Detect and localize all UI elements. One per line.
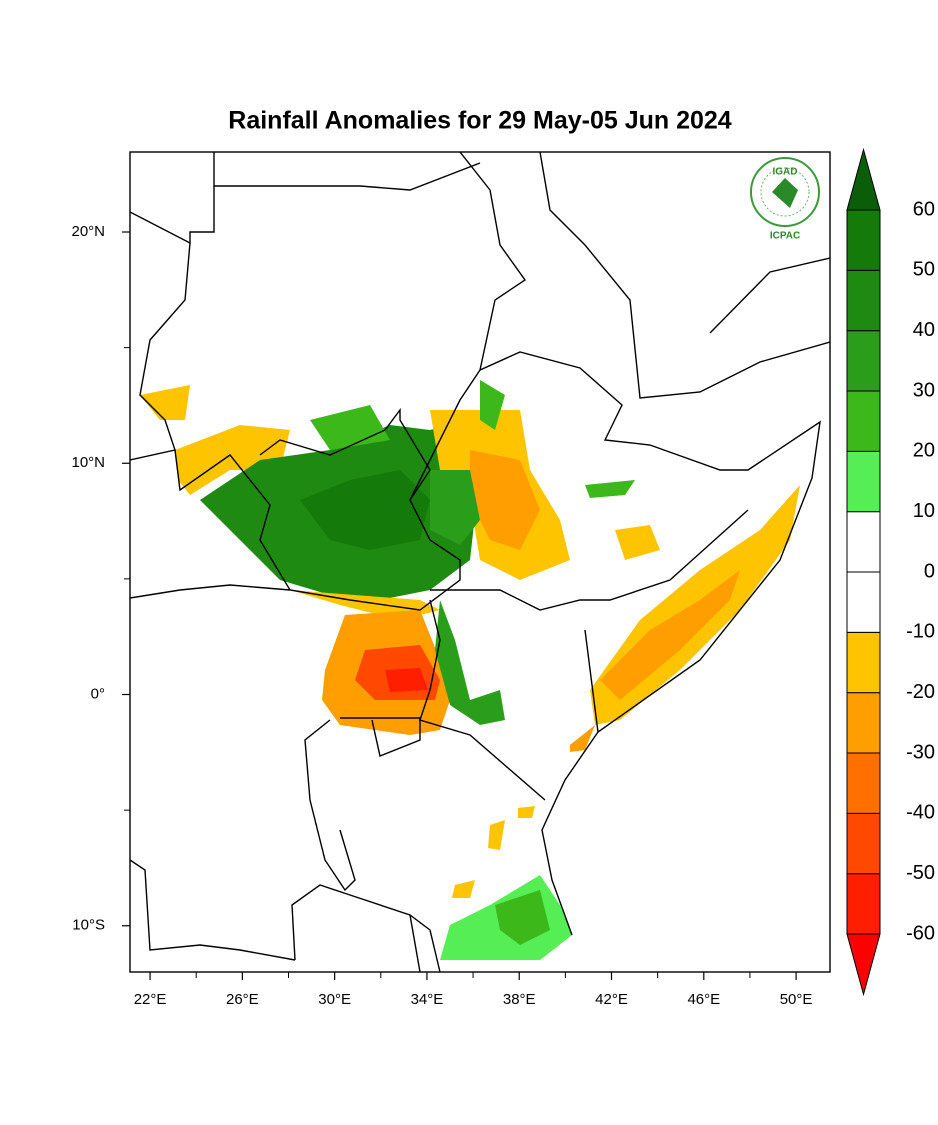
colorbar-bin (846, 812, 881, 875)
colorbar-label: 30 (913, 379, 935, 401)
colorbar-bin (846, 269, 881, 332)
colorbar-label: -20 (906, 681, 935, 703)
colorbar-end-high (846, 147, 881, 211)
y-tick-label: 10°S (72, 917, 105, 934)
y-tick-label: 10°N (71, 454, 105, 471)
y-tick-label: 20°N (71, 223, 105, 240)
map-frame (129, 151, 831, 973)
colorbar-end-low (846, 933, 881, 997)
colorbar-label: 60 (913, 198, 935, 220)
colorbar-label: -60 (906, 922, 935, 944)
x-tick-label: 46°E (687, 991, 720, 1008)
colorbar-bin (846, 873, 881, 935)
colorbar-label: 10 (913, 500, 935, 522)
x-tick-label: 30°E (318, 991, 351, 1008)
colorbar-bin (846, 752, 881, 814)
colorbar-bin (846, 692, 881, 754)
colorbar-label: -50 (906, 862, 935, 884)
x-tick-label: 50°E (780, 991, 813, 1008)
logo: IGAD ICPAC (750, 157, 820, 242)
borders (130, 152, 830, 972)
colorbar-bin (846, 209, 881, 271)
map-title: Rainfall Anomalies for 29 May-05 Jun 202… (228, 107, 732, 135)
x-tick-label: 42°E (595, 991, 628, 1008)
colorbar-label: 0 (924, 560, 935, 582)
colorbar-bin (846, 511, 881, 573)
colorbar-label: 20 (913, 440, 935, 462)
colorbar-bin (846, 631, 881, 694)
colorbar-label: 40 (913, 319, 935, 341)
colorbar-bin (846, 390, 881, 452)
colorbar-label: -10 (906, 621, 935, 643)
map-area (130, 152, 830, 972)
colorbar-label: 50 (913, 259, 935, 281)
x-tick-label: 34°E (411, 991, 444, 1008)
anomaly-field (140, 380, 800, 960)
logo-bottom: ICPAC (770, 231, 800, 242)
colorbar-bin (846, 330, 881, 392)
colorbar-bin (846, 450, 881, 513)
colorbar-label: -30 (906, 741, 935, 763)
x-tick-label: 22°E (134, 991, 167, 1008)
colorbar-label: -40 (906, 802, 935, 824)
colorbar-bin (846, 571, 881, 633)
x-tick-label: 26°E (226, 991, 259, 1008)
logo-top: IGAD (773, 167, 798, 178)
x-tick-label: 38°E (503, 991, 536, 1008)
y-tick-label: 0° (91, 685, 105, 702)
